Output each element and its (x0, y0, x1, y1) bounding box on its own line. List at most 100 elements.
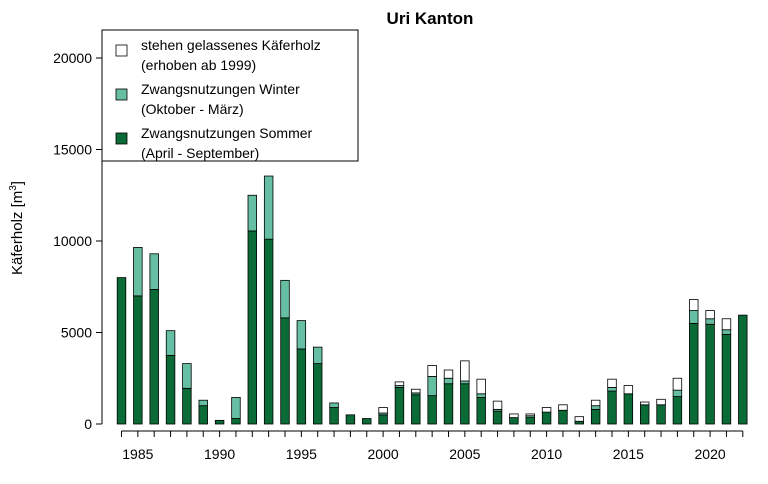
bar-standing-2006 (476, 378, 486, 395)
x-tick-label: 1985 (122, 446, 153, 462)
bar-summer-2010 (541, 411, 552, 425)
bar-standing-2000 (378, 407, 388, 414)
bar-winter-1993 (263, 175, 274, 240)
bar-summer-2021 (721, 333, 732, 425)
bar-summer-1994 (280, 317, 290, 425)
svg-text:Käferholz [m3]: Käferholz [m3] (8, 181, 26, 275)
bar-winter-1988 (182, 363, 192, 389)
x-tick-label: 1990 (204, 446, 235, 462)
bar-summer-2000 (378, 414, 388, 425)
bar-summer-2014 (607, 390, 617, 425)
legend-label-summer: (April - September) (141, 145, 259, 161)
bar-summer-2011 (558, 409, 568, 425)
x-tick-label: 2005 (449, 446, 480, 462)
plot-area (116, 175, 748, 425)
bar-standing-2010 (541, 407, 552, 413)
bar-standing-2002 (411, 388, 421, 394)
bar-summer-2005 (460, 383, 470, 425)
bar-summer-1999 (362, 418, 372, 425)
x-tick-label: 2000 (368, 446, 399, 462)
bar-summer-1997 (329, 407, 339, 425)
bar-summer-1987 (165, 354, 176, 425)
bar-winter-2018 (672, 389, 683, 397)
bar-standing-2015 (623, 385, 634, 395)
y-tick-label: 0 (84, 416, 92, 432)
y-axis-title-close: ] (9, 181, 26, 185)
bar-winter-1996 (312, 346, 323, 365)
bar-winter-2021 (721, 329, 732, 335)
bar-winter-1994 (280, 279, 290, 319)
bar-standing-2007 (492, 400, 503, 410)
y-tick-label: 10000 (53, 233, 92, 249)
bar-summer-2022 (738, 314, 748, 425)
y-tick-label: 20000 (53, 50, 92, 66)
bar-standing-2004 (443, 369, 454, 379)
y-axis-title: Käferholz [m3] (8, 181, 26, 275)
bar-summer-1995 (296, 348, 307, 425)
legend-swatch-winter (115, 88, 128, 101)
bar-summer-1992 (247, 230, 258, 425)
bar-winter-2006 (476, 393, 486, 398)
bar-standing-2008 (509, 413, 519, 419)
bar-summer-2006 (476, 397, 486, 425)
x-tick-label: 2010 (531, 446, 562, 462)
bar-summer-2001 (394, 386, 405, 425)
bar-standing-2014 (607, 378, 617, 388)
bar-summer-1986 (149, 289, 159, 425)
legend-label-standing: stehen gelassenes Käferholz (141, 37, 321, 53)
y-axis: 0 5000 10000 15000 20000 (53, 50, 103, 432)
bar-standing-2011 (558, 404, 568, 411)
chart-title: Uri Kanton (387, 9, 474, 28)
legend-label-summer: Zwangsnutzungen Sommer (141, 125, 313, 141)
bar-winter-2014 (607, 386, 617, 392)
bar-winter-1985 (133, 247, 143, 297)
bar-winter-1995 (296, 320, 307, 350)
y-axis-title-main: Käferholz [m (9, 191, 26, 275)
bar-summer-1985 (133, 295, 143, 425)
bar-winter-1989 (198, 399, 208, 407)
bar-winter-1987 (165, 330, 176, 356)
bar-summer-2009 (525, 417, 535, 425)
bar-standing-2019 (689, 299, 699, 311)
legend-label-winter: (Oktober - März) (141, 101, 244, 117)
legend-box (101, 29, 359, 162)
bar-standing-2017 (656, 398, 666, 406)
bar-summer-2012 (574, 420, 585, 425)
bar-summer-1990 (214, 419, 225, 425)
bar-summer-1988 (182, 387, 192, 425)
bar-summer-1998 (345, 414, 356, 425)
bar-summer-1984 (116, 277, 127, 425)
bar-standing-2009 (525, 413, 535, 417)
bar-summer-1996 (312, 363, 323, 425)
bar-summer-2018 (672, 396, 683, 425)
bar-winter-2005 (460, 380, 470, 385)
bar-standing-2012 (574, 416, 585, 422)
bar-summer-2016 (640, 404, 650, 425)
bar-summer-1989 (198, 405, 208, 425)
x-axis: 1985 1990 1995 2000 2005 2010 2015 2020 (121, 430, 744, 462)
legend: stehen gelassenes Käferholz (erhoben ab 1… (101, 29, 359, 162)
x-tick-label: 2015 (613, 446, 644, 462)
bar-summer-1991 (231, 418, 241, 425)
bar-summer-2017 (656, 404, 666, 425)
bar-standing-2005 (460, 360, 470, 382)
bar-summer-2003 (427, 395, 437, 425)
bar-summer-1993 (263, 238, 274, 425)
bar-summer-2019 (689, 322, 699, 425)
bar-summer-2013 (590, 408, 601, 425)
bar-winter-2003 (427, 376, 437, 397)
bar-winter-2019 (689, 310, 699, 324)
bar-summer-2004 (443, 383, 454, 425)
x-tick-label: 2020 (695, 446, 726, 462)
bar-standing-2018 (672, 377, 683, 391)
y-tick-label: 5000 (61, 325, 92, 341)
bar-summer-2002 (411, 394, 421, 425)
bar-winter-1997 (329, 402, 339, 408)
x-tick-label: 1995 (286, 446, 317, 462)
legend-swatch-standing (115, 44, 128, 57)
bar-standing-2001 (394, 381, 405, 386)
bar-standing-2021 (721, 318, 732, 331)
bar-winter-1992 (247, 194, 258, 232)
bar-summer-2015 (623, 393, 634, 425)
bar-winter-2004 (443, 377, 454, 385)
